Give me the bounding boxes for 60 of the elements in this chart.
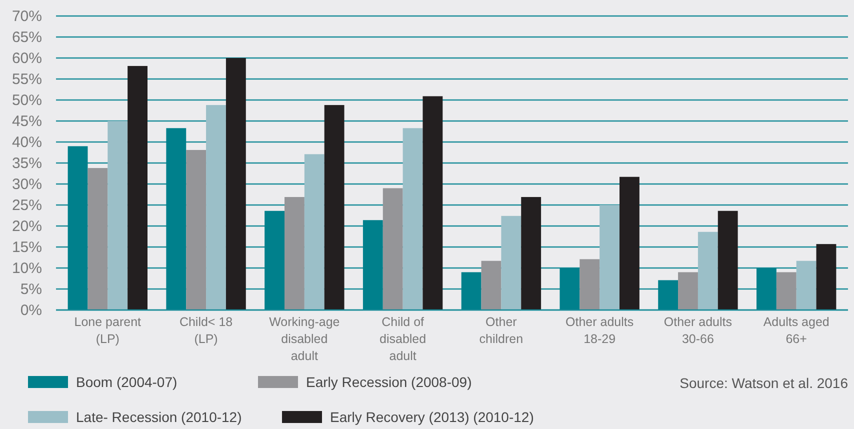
legend-label: Late- Recession (2010-12) bbox=[76, 409, 242, 425]
bar bbox=[382, 188, 403, 310]
bar bbox=[284, 197, 304, 310]
bar bbox=[698, 232, 718, 310]
bar bbox=[658, 280, 678, 310]
x-tick-label: Child of disabled adult bbox=[380, 315, 426, 363]
bar bbox=[206, 105, 226, 310]
legend-label: Early Recession (2008-09) bbox=[306, 374, 472, 390]
bar bbox=[678, 272, 698, 310]
bar bbox=[620, 176, 640, 310]
y-tick-label: 45% bbox=[12, 113, 42, 130]
bar bbox=[264, 210, 284, 310]
bar bbox=[521, 197, 542, 310]
x-tick-label: Adults aged 66+ bbox=[763, 315, 830, 346]
y-tick-label: 40% bbox=[12, 134, 42, 151]
bar bbox=[461, 272, 482, 310]
x-tick-label: Other children bbox=[479, 315, 524, 346]
legend-label: Early Recovery (2013) (2010-12) bbox=[330, 409, 534, 425]
legend-label: Boom (2004-07) bbox=[76, 374, 178, 390]
y-tick-label: 25% bbox=[12, 197, 42, 214]
y-tick-label: 35% bbox=[12, 155, 42, 172]
bar bbox=[580, 259, 600, 310]
bar bbox=[816, 244, 836, 310]
y-tick-label: 70% bbox=[12, 8, 42, 25]
bar bbox=[718, 210, 738, 310]
y-tick-label: 60% bbox=[12, 50, 42, 67]
bar bbox=[304, 154, 324, 310]
y-tick-label: 10% bbox=[12, 260, 42, 277]
bar bbox=[796, 260, 816, 310]
bar bbox=[422, 96, 443, 310]
bar bbox=[402, 128, 423, 310]
bar bbox=[776, 272, 796, 310]
bar bbox=[560, 268, 580, 310]
bar bbox=[226, 58, 246, 310]
y-tick-label: 30% bbox=[12, 176, 42, 193]
source-note: Source: Watson et al. 2016 bbox=[680, 375, 848, 391]
x-tick-label: Other adults 18-29 bbox=[566, 315, 634, 346]
bar bbox=[324, 105, 344, 310]
bar bbox=[68, 146, 88, 310]
y-tick-label: 55% bbox=[12, 71, 42, 88]
x-tick-label: Child< 18 (LP) bbox=[179, 315, 233, 346]
y-tick-label: 0% bbox=[20, 302, 42, 319]
bar bbox=[186, 150, 206, 310]
bar bbox=[108, 121, 128, 310]
bar bbox=[128, 66, 148, 310]
bar bbox=[501, 216, 522, 310]
y-tick-label: 15% bbox=[12, 239, 42, 256]
bar bbox=[362, 220, 383, 310]
x-tick-label: Lone parent (LP) bbox=[74, 315, 142, 346]
y-tick-label: 5% bbox=[20, 281, 42, 298]
bar bbox=[600, 205, 620, 310]
y-tick-label: 50% bbox=[12, 92, 42, 109]
x-tick-label: Working-age disabled adult bbox=[269, 315, 340, 363]
bar bbox=[756, 268, 776, 310]
bar bbox=[88, 168, 108, 310]
y-tick-label: 20% bbox=[12, 218, 42, 235]
bar bbox=[166, 128, 186, 310]
bar bbox=[481, 260, 502, 310]
y-tick-label: 65% bbox=[12, 29, 42, 46]
x-tick-label: Other adults 30-66 bbox=[664, 315, 732, 346]
